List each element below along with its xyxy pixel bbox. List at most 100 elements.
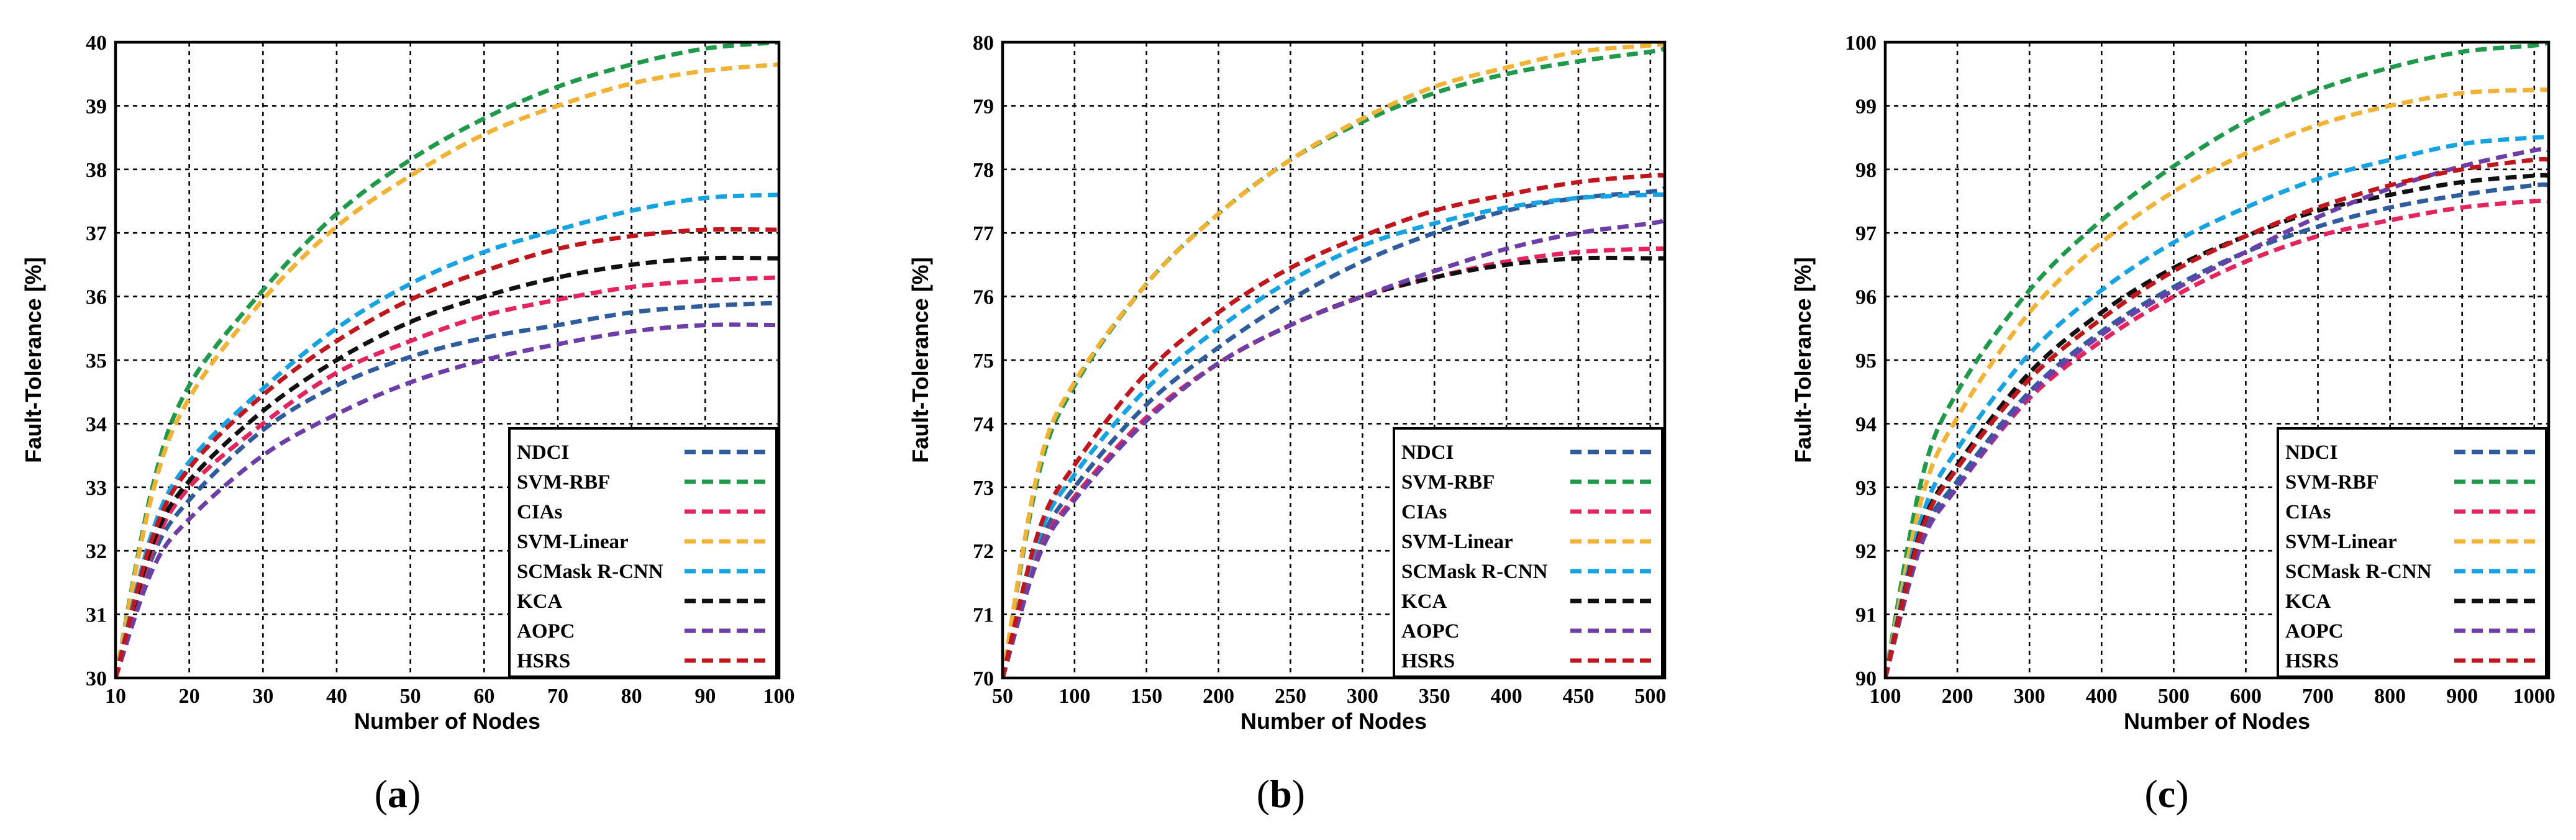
y-tick-label: 31 <box>86 604 107 627</box>
legend-label: SVM-RBF <box>1401 471 1495 494</box>
x-tick-label: 100 <box>1058 685 1090 708</box>
legend-label: SCMask R-CNN <box>1401 561 1548 583</box>
y-tick-label: 34 <box>86 413 107 436</box>
legend-a: NDCI SVM-RBF CIAs SVM-Linear SCMask R-CNN KCA… <box>508 427 778 678</box>
x-tick-label: 500 <box>1634 685 1666 708</box>
series-line-svm-linear <box>116 62 779 678</box>
y-tick-label: 80 <box>973 32 994 55</box>
panel-caption-c: (c) <box>2144 772 2188 816</box>
x-tick-label: 150 <box>1131 685 1162 708</box>
y-tick-label: 36 <box>86 286 107 309</box>
legend-label: HSRS <box>1401 650 1455 672</box>
y-tick-label: 92 <box>1855 540 1877 563</box>
series-line-ndci <box>116 300 779 678</box>
legend-label: CIAs <box>1401 501 1447 523</box>
y-tick-label: 39 <box>86 95 107 118</box>
x-tick-label: 90 <box>694 685 716 708</box>
caption-close: ) <box>407 772 421 816</box>
x-tick-label: 300 <box>1347 685 1378 708</box>
x-axis-label: Number of Nodes <box>1240 708 1427 734</box>
y-tick-label: 79 <box>973 95 994 118</box>
series-line-aopc <box>116 322 779 678</box>
y-tick-label: 96 <box>1855 286 1877 309</box>
legend-label: AOPC <box>2285 620 2344 643</box>
x-tick-label: 60 <box>473 685 494 708</box>
caption-open: ( <box>1257 772 1270 816</box>
x-tick-label: 400 <box>2086 685 2118 708</box>
series-line-hsrs <box>1885 156 2549 678</box>
legend-label: CIAs <box>517 501 563 523</box>
series-line-cias <box>116 275 779 678</box>
y-tick-label: 38 <box>86 159 107 182</box>
x-tick-label: 100 <box>763 685 795 708</box>
y-tick-label: 91 <box>1855 604 1877 627</box>
y-tick-label: 37 <box>86 222 107 245</box>
series-line-scmask-r-cnn <box>1003 192 1665 678</box>
series-line-ndci <box>1885 182 2549 678</box>
x-axis-label: Number of Nodes <box>354 708 540 734</box>
x-tick-label: 80 <box>621 685 642 708</box>
caption-letter: b <box>1270 772 1292 816</box>
caption-close: ) <box>1292 772 1305 816</box>
y-tick-label: 97 <box>1855 222 1877 245</box>
legend-label: SCMask R-CNN <box>517 561 663 583</box>
y-tick-label: 70 <box>973 667 994 690</box>
legend-label: SVM-Linear <box>1401 531 1513 553</box>
y-tick-label: 33 <box>86 477 107 500</box>
x-tick-label: 500 <box>2158 685 2190 708</box>
series-line-scmask-r-cnn <box>116 192 779 678</box>
y-tick-label: 71 <box>973 604 994 627</box>
y-tick-label: 93 <box>1855 477 1877 500</box>
caption-letter: c <box>2158 772 2175 816</box>
series-line-hsrs <box>116 227 779 678</box>
legend-label: SVM-RBF <box>517 471 610 494</box>
y-tick-label: 30 <box>86 667 107 690</box>
series-group-c <box>1885 42 2549 678</box>
x-tick-label: 200 <box>1942 685 1973 708</box>
y-tick-label: 75 <box>973 350 994 373</box>
legend-label: NDCI <box>2285 441 2337 464</box>
legend-c: NDCI SVM-RBF CIAs SVM-Linear SCMask R-CNN KCA… <box>2277 427 2547 678</box>
plot-frame-c <box>1883 40 2551 680</box>
x-tick-label: 20 <box>179 685 200 708</box>
series-line-kca <box>116 255 779 678</box>
x-tick-label: 10 <box>105 685 126 708</box>
chart-panel-c: 100 200 300 400 500 600 700 800 900 1000 90 91 92 93 9… <box>1790 32 2556 816</box>
y-tick-label: 90 <box>1855 667 1877 690</box>
legend-label: KCA <box>2285 590 2331 613</box>
y-tick-label: 77 <box>973 222 994 245</box>
x-tick-label: 800 <box>2374 685 2406 708</box>
chart-panel-b: 50 100 150 200 250 300 350 400 450 500 70 71 72 73 74 7… <box>908 32 1666 816</box>
y-tick-label: 99 <box>1855 95 1877 118</box>
legend-label: SVM-RBF <box>2285 471 2378 494</box>
x-tick-label: 250 <box>1275 685 1306 708</box>
x-tick-label: 30 <box>252 685 273 708</box>
series-line-scmask-r-cnn <box>1885 135 2549 678</box>
y-tick-label: 72 <box>973 540 994 563</box>
y-tick-label: 40 <box>86 32 107 55</box>
series-line-aopc <box>1885 147 2549 678</box>
series-group-b <box>1003 42 1665 678</box>
y-tick-label: 32 <box>86 540 107 563</box>
series-line-svm-rbf <box>116 42 779 678</box>
legend-label: SVM-Linear <box>2285 531 2397 553</box>
legend-label: NDCI <box>517 441 569 464</box>
caption-letter: a <box>388 772 407 816</box>
legend-label: HSRS <box>517 650 570 672</box>
legend-box <box>508 427 778 678</box>
series-line-aopc <box>1003 218 1665 678</box>
legend-box <box>1393 427 1663 678</box>
legend-box <box>2277 427 2547 678</box>
legend-label: AOPC <box>1401 620 1460 643</box>
legend-label: SCMask R-CNN <box>2285 561 2432 583</box>
y-axis-label: Fault-Tolerance [%] <box>1790 257 1816 463</box>
legend-label: AOPC <box>517 620 575 643</box>
y-tick-label: 35 <box>86 350 107 373</box>
panel-caption-a: (a) <box>375 772 421 816</box>
legend-label: HSRS <box>2285 650 2339 672</box>
plot-frame-a <box>114 40 781 680</box>
y-tick-label: 76 <box>973 286 994 309</box>
series-line-svm-linear <box>1003 42 1665 678</box>
y-axis-label: Fault-Tolerance [%] <box>908 257 933 463</box>
